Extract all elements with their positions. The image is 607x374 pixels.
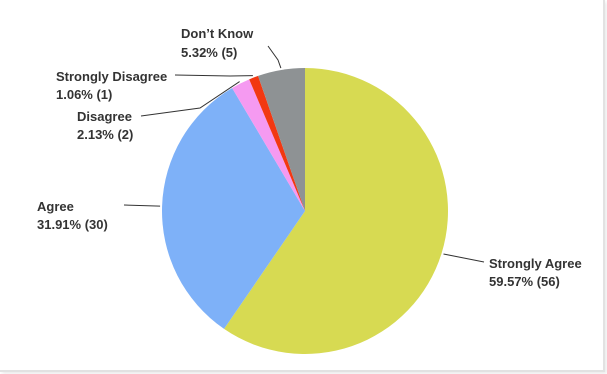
slice-agree [161, 87, 305, 329]
slice-strongly-agree [224, 68, 448, 354]
slice-dont-know [258, 68, 305, 211]
slice-label: Strongly Agree [489, 256, 582, 271]
pie-slices [161, 68, 448, 354]
leader-line [174, 74, 253, 77]
slice-label: Disagree [77, 109, 132, 124]
label-agree: Agree 31.91% (30) [37, 199, 108, 232]
slice-strongly-disagree [249, 75, 305, 211]
label-dont-know: Don’t Know 5.32% (5) [181, 26, 254, 60]
slice-value: 31.91% (30) [37, 217, 108, 232]
leader-lines [123, 45, 485, 263]
leader-line [267, 45, 282, 69]
slice-value: 2.13% (2) [77, 127, 133, 142]
label-disagree: Disagree 2.13% (2) [77, 109, 133, 142]
slice-label: Agree [37, 199, 74, 214]
slice-label: Strongly Disagree [56, 69, 167, 84]
slice-value: 1.06% (1) [56, 87, 112, 102]
slice-disagree [232, 79, 305, 211]
leader-line [123, 204, 161, 207]
slice-label: Don’t Know [181, 26, 254, 41]
label-strongly-agree: Strongly Agree 59.57% (56) [489, 256, 582, 289]
leader-line [140, 81, 240, 117]
slice-value: 59.57% (56) [489, 274, 560, 289]
leader-line [443, 253, 485, 263]
label-strongly-disagree: Strongly Disagree 1.06% (1) [56, 69, 167, 102]
slice-value: 5.32% (5) [181, 45, 237, 60]
